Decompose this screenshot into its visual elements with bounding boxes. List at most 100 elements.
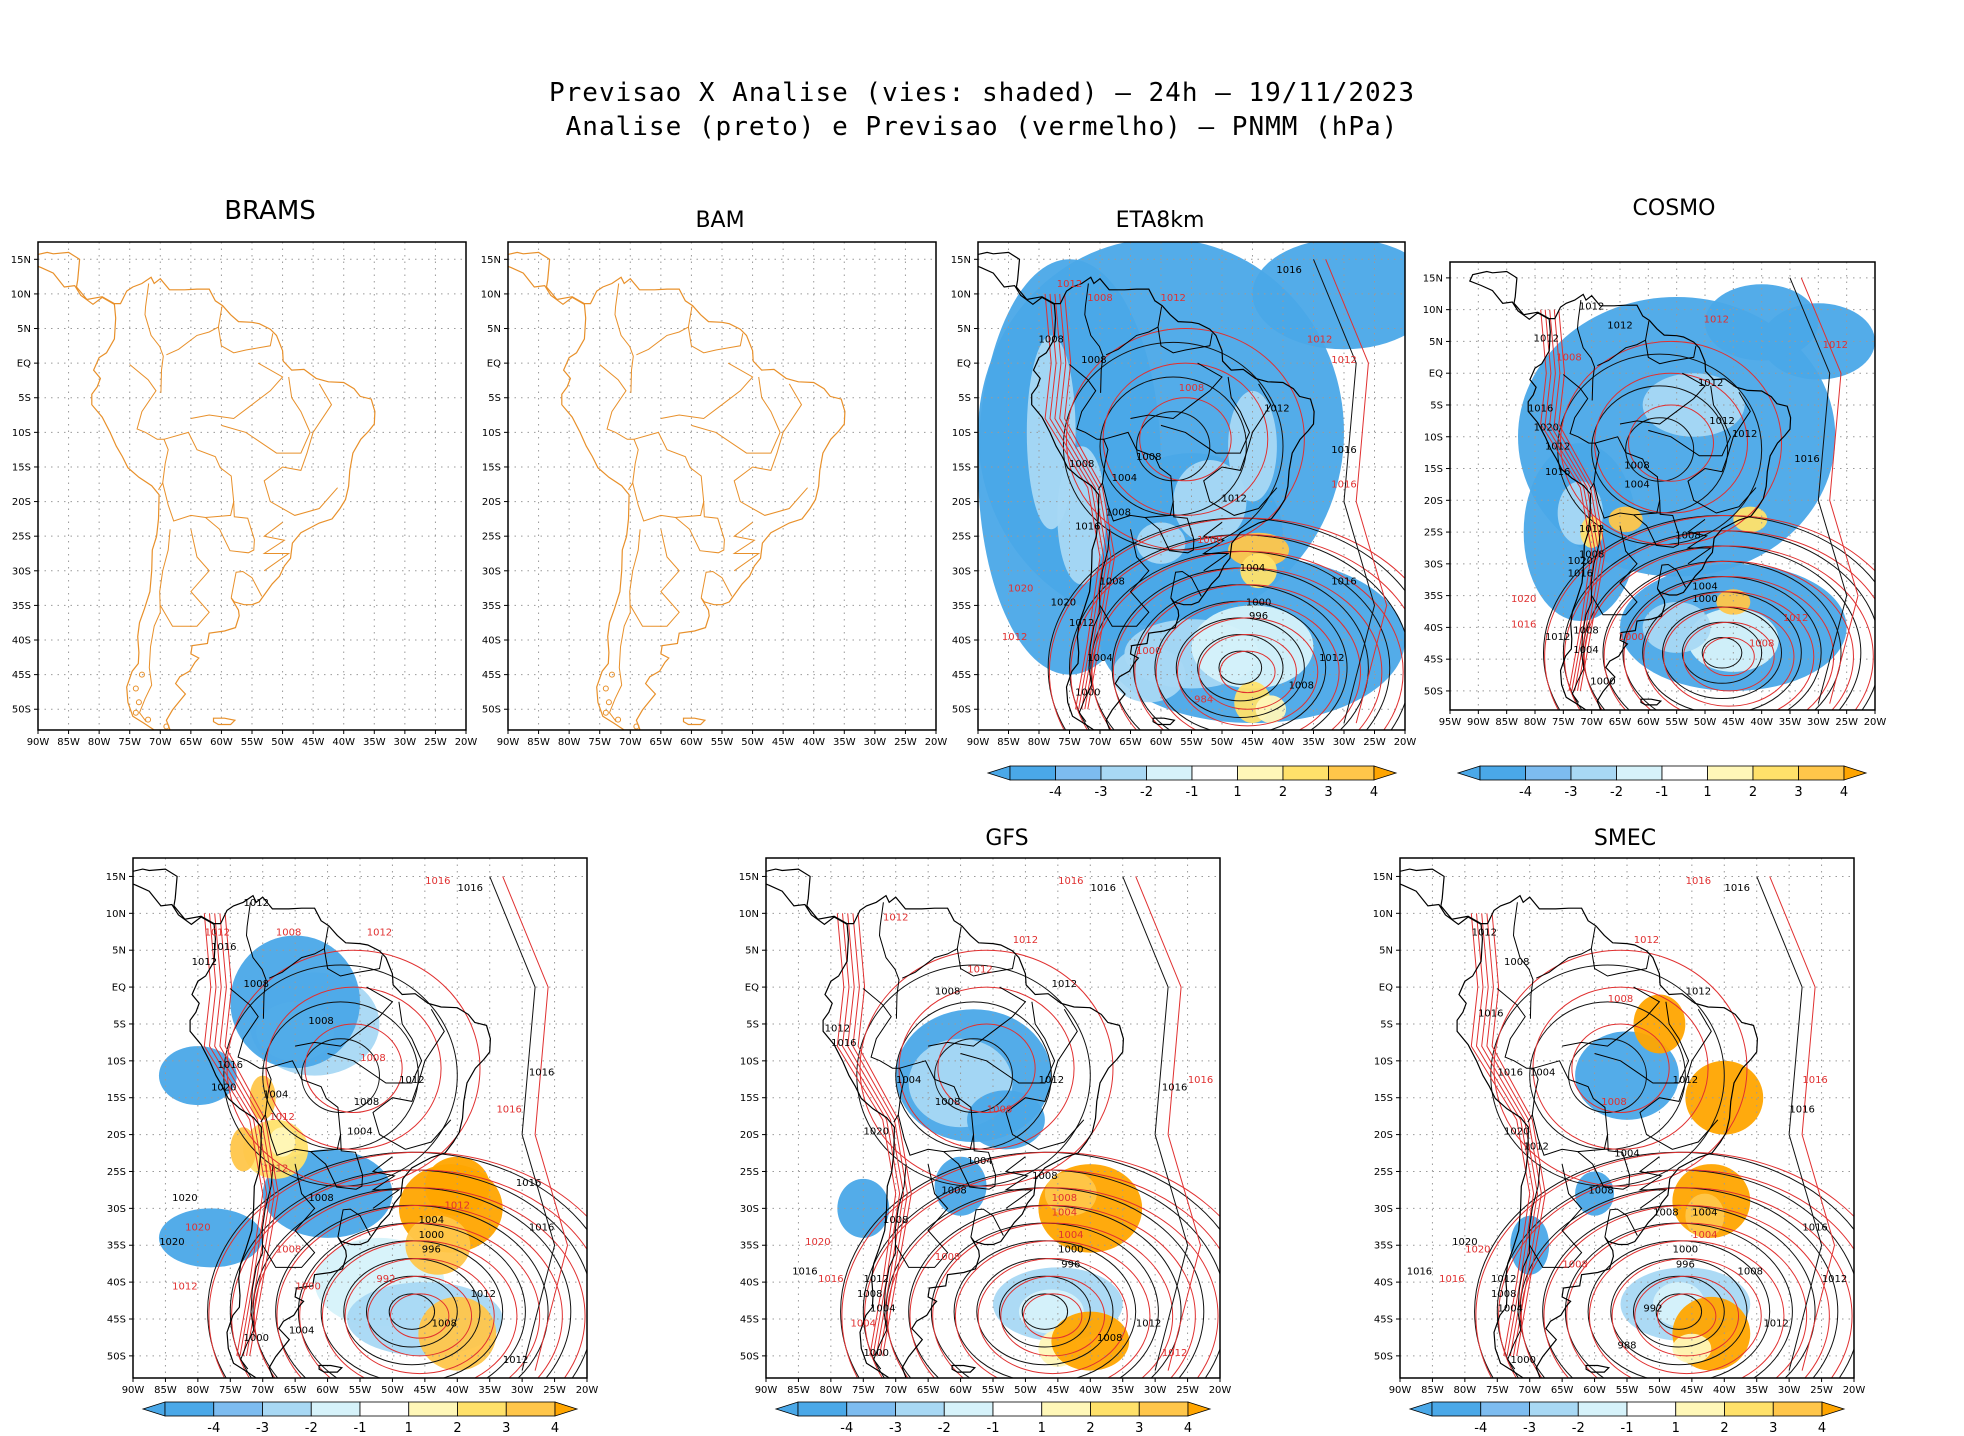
lat-label: 50S <box>482 705 501 716</box>
forecast-isobar <box>502 876 569 1371</box>
colorbar-swatch <box>359 1401 410 1417</box>
border-line <box>144 283 164 393</box>
lat-label: 40S <box>1424 623 1443 634</box>
lon-label: 20W <box>576 1385 599 1396</box>
border-line <box>732 521 761 572</box>
lon-label: 40W <box>802 737 825 748</box>
lon-label: 55W <box>1665 717 1688 728</box>
falklands-coastline <box>1152 717 1176 726</box>
island-marker <box>602 685 609 692</box>
isobar-label: 1004 <box>1087 653 1112 664</box>
lon-label: 30W <box>1778 1385 1801 1396</box>
isobar-label: 1004 <box>1112 473 1137 484</box>
forecast-isobar <box>852 913 908 1356</box>
lat-label: EQ <box>957 359 971 370</box>
border-line <box>1170 570 1202 598</box>
border-line <box>1069 364 1109 491</box>
lon-label: 65W <box>284 1385 307 1396</box>
colorbar-swatch <box>1282 765 1329 781</box>
isobar-label: 1000 <box>1511 1355 1536 1366</box>
isobar-label: 1004 <box>896 1075 921 1086</box>
colorbar-swatch <box>1675 1401 1725 1417</box>
isobar-label: 1008 <box>244 979 269 990</box>
isobar-label: 1008 <box>432 1318 457 1329</box>
isobar-label: 1004 <box>1052 1208 1077 1219</box>
isobar-label: 1012 <box>825 1023 850 1034</box>
colorbar-label: 3 <box>1135 1421 1143 1436</box>
map-content: 1016 1016 1012 1012 1008 1008 1012 1016 1016 1004… <box>1400 858 1854 1378</box>
lat-label: 35S <box>482 601 501 612</box>
colorbar-swatch <box>1146 765 1193 781</box>
colorbar-swatch <box>1328 765 1375 781</box>
map-panel-panel5: 1016 1016 1012 1012 1008 1016 1012 1012 1008 1008… <box>106 857 599 1436</box>
figure-title-line1: Previsao X Analise (vies: shaded) – 24h … <box>549 78 1415 108</box>
forecast-isobar <box>304 1023 403 1113</box>
isobar-label: 1016 <box>1802 1222 1827 1233</box>
isobar-label: 1012 <box>1579 524 1604 535</box>
lon-label: 25W <box>894 737 917 748</box>
colorbar-swatch <box>1772 1401 1823 1417</box>
isobar-label: 1012 <box>1822 1274 1847 1285</box>
isobar-label: 1008 <box>1588 1186 1613 1197</box>
isobar-label: 1008 <box>276 1245 301 1256</box>
colorbar-swatch <box>164 1401 215 1417</box>
lat-label: 50S <box>1374 1351 1393 1362</box>
forecast-isobar <box>937 1023 1036 1113</box>
lon-label: 85W <box>787 1385 810 1396</box>
forecast-isobar <box>1475 913 1535 1356</box>
border-line <box>129 364 169 491</box>
border-line <box>337 1208 371 1238</box>
lon-label: 55W <box>711 737 734 748</box>
colorbar-swatch <box>1041 1401 1091 1417</box>
forecast-isobar <box>1628 404 1714 482</box>
lat-label: 20S <box>1374 1130 1393 1141</box>
lon-label: 90W <box>755 1385 778 1396</box>
falklands-coastline <box>682 717 707 726</box>
lat-label: 10S <box>12 428 31 439</box>
isobar-label: 1012 <box>1704 314 1729 325</box>
border-line <box>138 529 171 722</box>
lat-label: 5S <box>113 1019 126 1030</box>
bias-shade <box>158 1208 263 1268</box>
isobar-label: 1008 <box>1579 549 1604 560</box>
colorbar-min-arrow <box>141 1401 166 1417</box>
isobar-label: 1012 <box>1783 613 1808 624</box>
lon-label: 80W <box>1028 737 1051 748</box>
isobar-label: 1012 <box>192 957 217 968</box>
border-line <box>229 988 272 1123</box>
isobar-label: 1016 <box>818 1274 843 1285</box>
isobar-label: 1004 <box>1692 581 1717 592</box>
colorbar-swatch <box>1009 765 1056 781</box>
lat-label: 10S <box>740 1056 759 1067</box>
isobar-label: 1012 <box>1673 1075 1698 1086</box>
lon-label: 60W <box>1150 737 1173 748</box>
lon-label: 75W <box>588 737 611 748</box>
border-line <box>1577 1134 1631 1190</box>
map-content <box>508 242 936 730</box>
isobar-label: 1008 <box>1197 535 1222 546</box>
colorbar-swatch <box>1724 1401 1774 1417</box>
isobar-label: 1012 <box>1545 632 1570 643</box>
isobar-label: 1016 <box>211 942 236 953</box>
island-marker <box>602 709 609 716</box>
lon-label: 40W <box>1713 1385 1736 1396</box>
isobar-label: 1016 <box>1162 1082 1187 1093</box>
colorbar-max-arrow <box>554 1401 579 1417</box>
isobar-label: 1016 <box>792 1267 817 1278</box>
lat-label: 50S <box>740 1351 759 1362</box>
forecast-isobar <box>1022 1293 1083 1339</box>
colorbar-swatch <box>1661 765 1708 781</box>
lat-label: 30S <box>1374 1204 1393 1215</box>
analysis-isobar <box>1701 637 1743 669</box>
lon-label: 60W <box>949 1385 972 1396</box>
lat-label: 30S <box>12 566 31 577</box>
lon-label: 45W <box>302 737 325 748</box>
isobar-label: 1012 <box>1472 927 1497 938</box>
colorbar-swatch <box>1431 1401 1482 1417</box>
forecast-isobar <box>389 1293 450 1339</box>
lat-label: 35S <box>740 1241 759 1252</box>
island-marker <box>145 716 152 723</box>
border-line <box>928 986 1027 1047</box>
falklands-coastline <box>951 1364 977 1373</box>
isobar-label: 1016 <box>516 1178 541 1189</box>
